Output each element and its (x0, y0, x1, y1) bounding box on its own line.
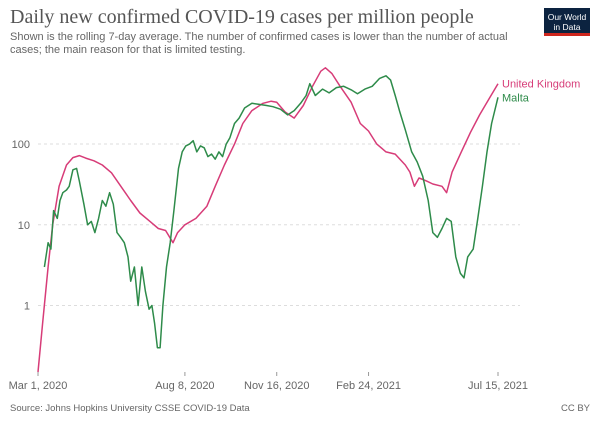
series-label-united-kingdom: United Kingdom (502, 79, 580, 91)
y-tick-label: 10 (18, 220, 30, 232)
series-line-malta[interactable] (43, 75, 499, 349)
owid-logo[interactable]: Our World in Data (544, 8, 590, 36)
logo-line-1: Our World (547, 12, 587, 22)
gridlines (37, 143, 520, 376)
series-lines (37, 67, 499, 373)
logo-accent-bar (544, 33, 590, 36)
series-labels: United Kingdom Malta (502, 79, 580, 105)
y-tick-label: 1 (24, 300, 30, 312)
x-tick-label: Feb 24, 2021 (336, 380, 401, 392)
x-tick-label: Jul 15, 2021 (468, 380, 528, 392)
y-tick-label: 100 (12, 139, 30, 151)
chart-title: Daily new confirmed COVID-19 cases per m… (10, 6, 474, 28)
series-label-malta: Malta (502, 93, 530, 105)
x-tick-label: Mar 1, 2020 (9, 380, 68, 392)
source-note[interactable]: Source: Johns Hopkins University CSSE CO… (10, 403, 250, 414)
chart-subtitle: Shown is the rolling 7-day average. The … (10, 31, 508, 56)
x-tick-label: Nov 16, 2020 (244, 380, 309, 392)
x-axis-tick-labels: Mar 1, 2020 Aug 8, 2020 Nov 16, 2020 Feb 24… (9, 380, 528, 392)
series-line-united-kingdom[interactable] (37, 67, 499, 373)
x-tick-label: Aug 8, 2020 (155, 380, 214, 392)
logo-line-2: in Data (553, 22, 581, 32)
y-axis-tick-labels: 1 10 100 (12, 139, 30, 312)
license-note[interactable]: CC BY (560, 403, 590, 414)
